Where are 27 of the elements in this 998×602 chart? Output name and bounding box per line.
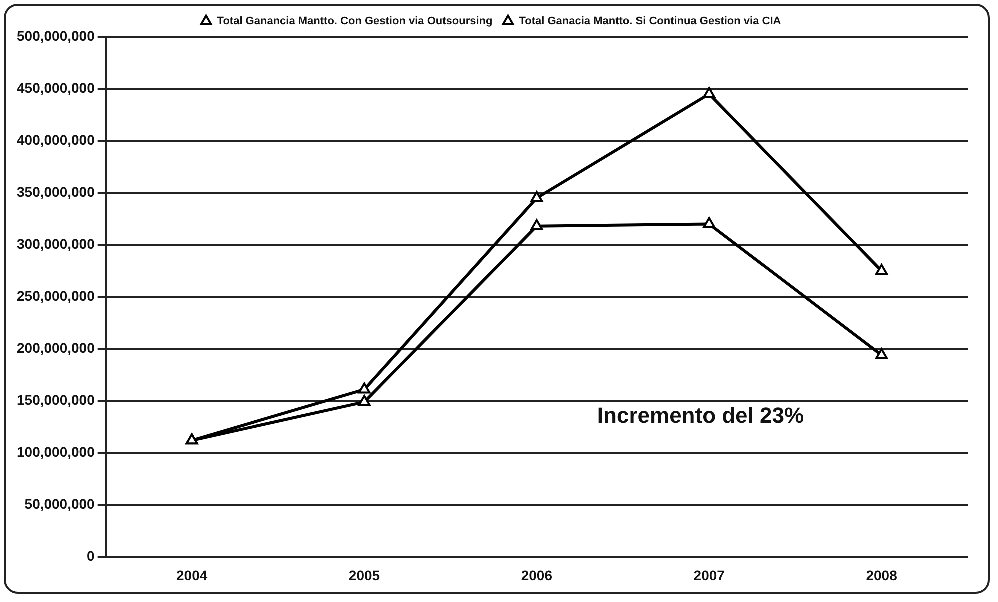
y-tick-label: 200,000,000 — [16, 340, 96, 356]
legend-label: Total Ganacia Mantto. Si Continua Gestion via CIA — [519, 16, 782, 28]
point — [358, 395, 371, 406]
y-tick-label: 500,000,000 — [16, 28, 96, 44]
y-tick-label: 450,000,000 — [16, 80, 96, 96]
y-tick-label: 100,000,000 — [16, 444, 96, 460]
y-tick-label: 150,000,000 — [16, 392, 96, 408]
point — [358, 382, 371, 394]
point — [703, 87, 716, 98]
x-tick-label: 2008 — [866, 567, 898, 584]
point — [530, 219, 544, 230]
y-tick-label: 350,000,000 — [16, 184, 96, 200]
y-tick-label: 400,000,000 — [16, 132, 96, 148]
point — [876, 264, 888, 276]
y-tick-label: 50,000,000 — [24, 496, 96, 512]
annotation: Incremento del 23% — [597, 402, 804, 428]
x-tick-label: 2004 — [176, 567, 208, 584]
x-tick-label: 2006 — [521, 567, 553, 584]
point — [703, 217, 716, 228]
x-tick-label: 2007 — [694, 567, 726, 584]
point — [530, 191, 544, 202]
y-tick-label: 300,000,000 — [16, 236, 96, 252]
y-tick-label: 0 — [87, 548, 96, 564]
legend-label: Total Ganancia Mantto. Con Gestion via Outsoursing — [217, 16, 493, 28]
y-tick-label: 250,000,000 — [16, 288, 96, 304]
x-tick-label: 2005 — [348, 567, 380, 584]
point — [876, 348, 888, 360]
